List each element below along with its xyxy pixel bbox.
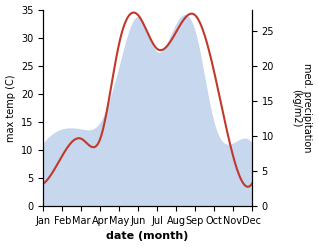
Y-axis label: med. precipitation
(kg/m2): med. precipitation (kg/m2)	[291, 63, 313, 153]
X-axis label: date (month): date (month)	[107, 231, 189, 242]
Y-axis label: max temp (C): max temp (C)	[5, 74, 16, 142]
